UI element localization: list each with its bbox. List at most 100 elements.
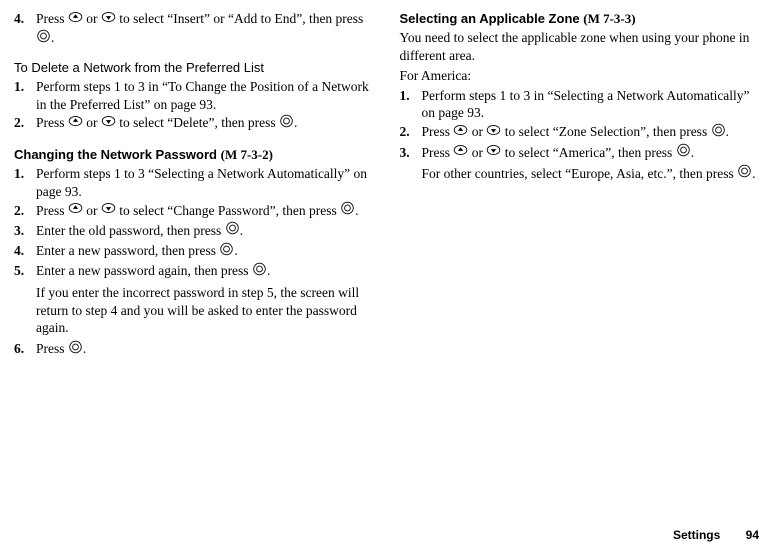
- left-column: 4. Press or to select “Insert” or “Add t…: [14, 10, 380, 361]
- text: .: [355, 203, 358, 218]
- step-number: 4.: [14, 242, 36, 261]
- text: Press: [422, 124, 454, 139]
- heading-text: Changing the Network Password: [14, 147, 217, 162]
- text: or: [83, 11, 101, 26]
- up-arrow-icon: [453, 143, 468, 162]
- down-arrow-icon: [101, 201, 116, 220]
- step-number: 3.: [400, 144, 422, 187]
- step-number: 2.: [14, 202, 36, 221]
- list-item: 2. Press or to select “Zone Selection”, …: [400, 123, 766, 142]
- center-key-icon: [68, 340, 83, 359]
- center-key-icon: [340, 201, 355, 220]
- center-key-icon: [279, 114, 294, 133]
- text: .: [691, 145, 694, 160]
- center-key-icon: [219, 242, 234, 261]
- step-body: Press or to select “Zone Selection”, the…: [422, 123, 766, 142]
- step-number: 1.: [14, 78, 36, 114]
- step-body: Perform steps 1 to 3 in “Selecting a Net…: [422, 87, 766, 123]
- list-item: 4. Enter a new password, then press .: [14, 242, 380, 261]
- step-number: 6.: [14, 340, 36, 359]
- center-key-icon: [252, 262, 267, 281]
- text: or: [468, 124, 486, 139]
- step-body: Press or to select “America”, then press…: [422, 144, 766, 187]
- text: Enter a new password, then press: [36, 243, 219, 258]
- list-item: 2. Press or to select “Change Password”,…: [14, 202, 380, 221]
- step-number: 1.: [400, 87, 422, 123]
- center-key-icon: [711, 123, 726, 142]
- zone-intro: You need to select the applicable zone w…: [400, 29, 766, 65]
- text: .: [234, 243, 237, 258]
- list-item: 1. Perform steps 1 to 3 “Selecting a Net…: [14, 165, 380, 201]
- text: .: [726, 124, 729, 139]
- text: .: [752, 166, 755, 181]
- text: For other countries, select “Europe, Asi…: [422, 166, 738, 181]
- step-body: Press or to select “Delete”, then press …: [36, 114, 380, 133]
- step-number: 2.: [400, 123, 422, 142]
- step-body: Enter the old password, then press .: [36, 222, 380, 241]
- up-arrow-icon: [68, 114, 83, 133]
- page-content: 4. Press or to select “Insert” or “Add t…: [0, 0, 783, 361]
- step-body: Enter a new password again, then press .…: [36, 262, 380, 339]
- list-item: 1. Perform steps 1 to 3 in “To Change th…: [14, 78, 380, 114]
- up-arrow-icon: [68, 201, 83, 220]
- step-body: Press or to select “Change Password”, th…: [36, 202, 380, 221]
- text: to select “Change Password”, then press: [116, 203, 340, 218]
- step-body: Perform steps 1 to 3 “Selecting a Networ…: [36, 165, 380, 201]
- text: Enter a new password again, then press: [36, 263, 252, 278]
- center-key-icon: [676, 143, 691, 162]
- center-key-icon: [737, 164, 752, 183]
- list-item: 4. Press or to select “Insert” or “Add t…: [14, 10, 380, 49]
- step-number: 1.: [14, 165, 36, 201]
- step-number: 3.: [14, 222, 36, 241]
- zone-for-america: For America:: [400, 67, 766, 85]
- step-note: For other countries, select “Europe, Asi…: [422, 165, 766, 184]
- step-note: If you enter the incorrect password in s…: [36, 284, 380, 337]
- heading-text: Selecting an Applicable Zone: [400, 11, 580, 26]
- text: or: [83, 203, 101, 218]
- text: Enter the old password, then press: [36, 223, 225, 238]
- list-item: 3. Enter the old password, then press .: [14, 222, 380, 241]
- menu-code: (M 7-3-2): [221, 147, 273, 162]
- step-number: 4.: [14, 10, 36, 49]
- text: Press: [422, 145, 454, 160]
- list-item: 2. Press or to select “Delete”, then pre…: [14, 114, 380, 133]
- step-body: Press or to select “Insert” or “Add to E…: [36, 10, 380, 49]
- text: .: [267, 263, 270, 278]
- text: Press: [36, 203, 68, 218]
- footer-section: Settings: [673, 528, 720, 542]
- text: or: [83, 115, 101, 130]
- step-body: Press .: [36, 340, 380, 359]
- down-arrow-icon: [486, 123, 501, 142]
- text: or: [468, 145, 486, 160]
- step-number: 2.: [14, 114, 36, 133]
- up-arrow-icon: [453, 123, 468, 142]
- list-item: 5. Enter a new password again, then pres…: [14, 262, 380, 339]
- step-body: Enter a new password, then press .: [36, 242, 380, 261]
- text: to select “Insert” or “Add to End”, then…: [116, 11, 363, 26]
- up-arrow-icon: [68, 10, 83, 29]
- text: .: [83, 341, 86, 356]
- text: Press: [36, 11, 68, 26]
- heading-change-password: Changing the Network Password (M 7-3-2): [14, 146, 380, 163]
- list-item: 6. Press .: [14, 340, 380, 359]
- heading-applicable-zone: Selecting an Applicable Zone (M 7-3-3): [400, 10, 766, 27]
- text: to select “Zone Selection”, then press: [501, 124, 710, 139]
- step-number: 5.: [14, 262, 36, 339]
- text: Press: [36, 341, 68, 356]
- subheading-delete-network: To Delete a Network from the Preferred L…: [14, 59, 380, 76]
- center-key-icon: [225, 221, 240, 240]
- page-footer: Settings 94: [673, 528, 759, 542]
- down-arrow-icon: [101, 114, 116, 133]
- list-item: 3. Press or to select “America”, then pr…: [400, 144, 766, 187]
- menu-code: (M 7-3-3): [583, 11, 635, 26]
- text: .: [294, 115, 297, 130]
- text: .: [51, 30, 54, 45]
- text: to select “Delete”, then press: [116, 115, 279, 130]
- down-arrow-icon: [101, 10, 116, 29]
- text: to select “America”, then press: [501, 145, 675, 160]
- text: .: [240, 223, 243, 238]
- text: Press: [36, 115, 68, 130]
- list-item: 1. Perform steps 1 to 3 in “Selecting a …: [400, 87, 766, 123]
- footer-page-number: 94: [746, 528, 759, 542]
- center-key-icon: [36, 29, 51, 48]
